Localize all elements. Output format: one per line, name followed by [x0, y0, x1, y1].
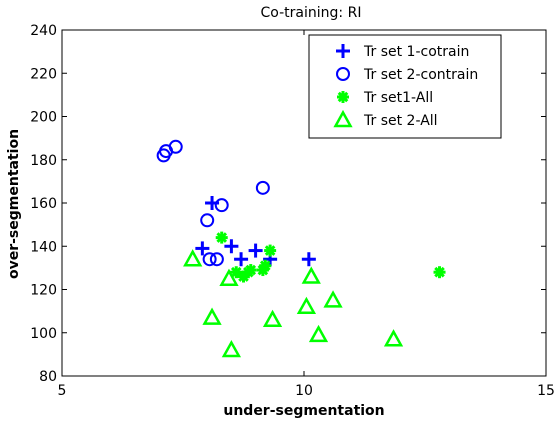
- x-tick-label: 15: [537, 383, 555, 399]
- y-tick-label: 140: [30, 239, 57, 255]
- y-tick-label: 200: [30, 110, 57, 126]
- data-point: [215, 231, 228, 244]
- series-2: [156, 139, 270, 267]
- y-tick-label: 240: [30, 23, 57, 39]
- data-point: [301, 252, 316, 267]
- y-tick-label: 220: [30, 66, 57, 82]
- data-point: [200, 213, 215, 228]
- x-tick-label: 10: [295, 383, 313, 399]
- data-point: [244, 264, 257, 277]
- data-point: [296, 296, 317, 315]
- data-point: [209, 252, 224, 267]
- data-point: [308, 324, 329, 343]
- data-point: [214, 198, 229, 213]
- data-point: [262, 309, 283, 328]
- data-point: [433, 266, 446, 279]
- series-3: [215, 231, 446, 283]
- y-axis-label: over-segmentation: [6, 129, 22, 279]
- y-tick-label: 120: [30, 283, 57, 299]
- x-tick-label: 5: [58, 383, 67, 399]
- data-point: [224, 239, 239, 254]
- legend-label: Tr set1-All: [363, 90, 433, 106]
- data-point: [248, 243, 263, 258]
- data-points-layer: [156, 139, 446, 358]
- legend-label: Tr set 2-All: [363, 113, 438, 129]
- legend-label: Tr set 1-cotrain: [363, 44, 469, 60]
- tick-marks-layer: [61, 29, 547, 377]
- chart-title: Co-training: RI: [261, 5, 362, 21]
- legend-marker: [333, 109, 353, 128]
- data-point: [255, 180, 270, 195]
- data-point: [383, 329, 404, 347]
- series-1: [195, 196, 316, 267]
- legend-marker: [336, 44, 350, 58]
- data-point: [195, 241, 210, 256]
- legend-entries: Tr set 1-cotrain Tr set 2-contrain Tr set1…: [333, 44, 478, 129]
- x-axis-label: under-segmentation: [223, 403, 384, 419]
- data-point: [202, 307, 222, 325]
- y-tick-label: 160: [30, 196, 57, 212]
- data-point: [202, 252, 217, 267]
- data-point: [219, 268, 239, 286]
- y-tick-label: 80: [39, 369, 57, 385]
- legend-label: Tr set 2-contrain: [363, 67, 478, 83]
- data-point: [221, 339, 242, 358]
- data-point: [264, 244, 277, 257]
- data-point: [183, 249, 203, 267]
- data-point: [168, 139, 183, 154]
- legend-marker: [336, 67, 350, 81]
- data-point: [234, 252, 249, 267]
- legend-marker: [337, 91, 349, 103]
- y-tick-label: 180: [30, 153, 57, 169]
- legend: Tr set 1-cotrain Tr set 2-contrain Tr set1…: [308, 34, 502, 139]
- data-point: [259, 259, 272, 272]
- data-point: [301, 266, 321, 284]
- y-tick-label: 100: [30, 326, 57, 342]
- series-4: [183, 249, 404, 358]
- data-point: [323, 290, 343, 308]
- tick-labels-layer: 5 10 15 80 100 120 140 160 180 200 220 240: [30, 23, 555, 399]
